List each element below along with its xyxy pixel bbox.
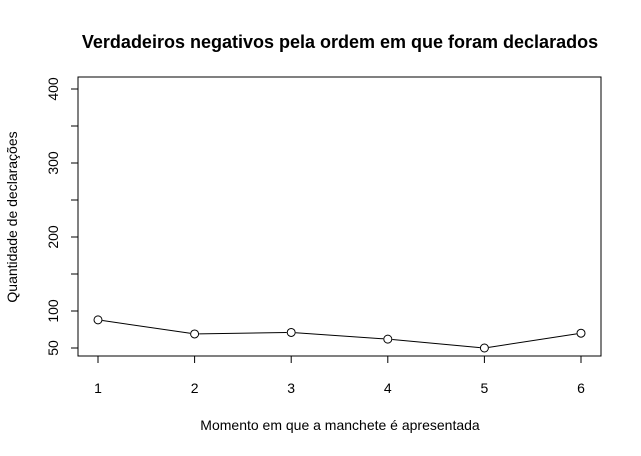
x-tick-label: 3 [287, 380, 295, 396]
data-point [190, 329, 200, 339]
series-line-segment [392, 339, 480, 349]
series-line-segment [102, 320, 191, 334]
chart-title: Verdadeiros negativos pela ordem em que … [82, 32, 598, 52]
x-tick-label: 2 [191, 380, 199, 396]
x-tick-label: 4 [384, 380, 392, 396]
y-axis-label: Quantidade de declarações [4, 131, 20, 302]
x-axis-label: Momento em que a manchete é apresentada [200, 417, 480, 433]
data-point [93, 315, 103, 325]
x-tick-label: 6 [577, 380, 585, 396]
y-tick-label: 100 [45, 299, 61, 323]
series-layer [93, 315, 586, 353]
series-line-segment [199, 332, 287, 335]
x-tick-label: 5 [481, 380, 489, 396]
data-point [383, 334, 393, 344]
y-tick-label: 50 [45, 340, 61, 356]
x-axis: 1 2 3 4 5 6 [94, 355, 585, 396]
plot-area-frame [77, 76, 602, 357]
series-line-segment [295, 332, 384, 340]
x-tick-label: 1 [94, 380, 102, 396]
data-point [576, 328, 586, 338]
data-point [479, 343, 489, 353]
series-line-segment [488, 333, 577, 348]
y-axis: 50 100 200 300 400 [45, 77, 79, 356]
y-tick-label: 300 [45, 151, 61, 175]
y-tick-label: 400 [45, 77, 61, 101]
data-point [286, 327, 296, 337]
y-tick-label: 200 [45, 225, 61, 249]
